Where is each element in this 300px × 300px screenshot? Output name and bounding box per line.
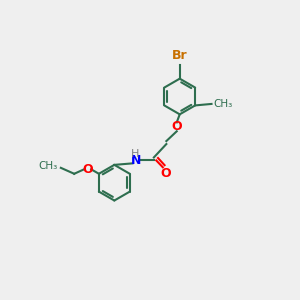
Text: CH₃: CH₃ [39,161,58,171]
Text: CH₃: CH₃ [213,99,232,109]
Text: O: O [160,167,171,180]
Text: O: O [171,120,182,133]
Text: O: O [82,163,93,176]
Text: H: H [131,149,140,159]
Text: N: N [131,154,141,167]
Text: Br: Br [172,49,188,62]
